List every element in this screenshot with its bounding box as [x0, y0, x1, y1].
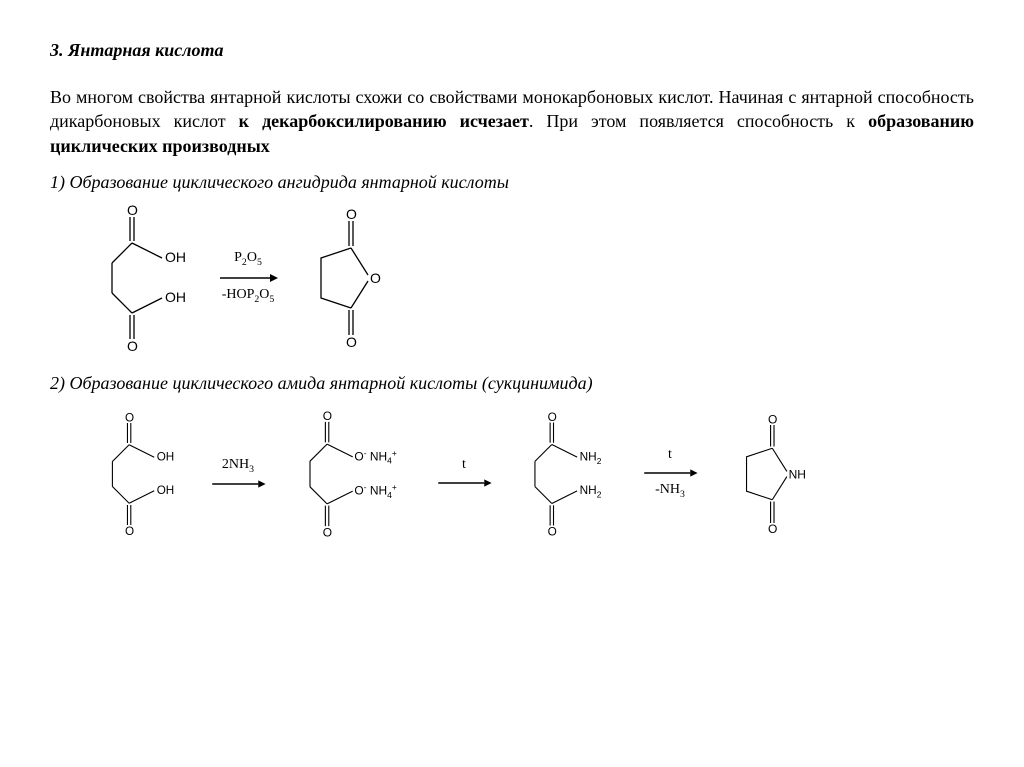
- arrow-icon: [218, 271, 278, 285]
- svg-text:O- NH4+: O- NH4+: [354, 448, 397, 466]
- arrow-above-label: t: [462, 457, 466, 474]
- arrow-icon: [210, 478, 265, 491]
- svg-text:O: O: [346, 334, 357, 350]
- arrow-below-label: -HOP2O5: [222, 287, 275, 306]
- section-title: 3. Янтарная кислота: [50, 40, 974, 61]
- svg-text:OH: OH: [165, 289, 186, 305]
- arrow-above-label: P2O5: [234, 250, 262, 269]
- reaction-2-arrow-1: 2NH3: [208, 457, 268, 492]
- arrow-icon: [436, 477, 491, 490]
- reaction-2: O OH OH O 2NH3 O O- NH4+ O- NH4+ O t: [90, 404, 974, 544]
- para-part-3: . При этом появляется способность к: [529, 111, 868, 131]
- arrow-icon: [642, 467, 697, 480]
- svg-text:NH2: NH2: [580, 483, 602, 499]
- molecule-succinic-acid: O OH OH O: [90, 203, 200, 353]
- svg-text:O: O: [127, 338, 138, 353]
- para-part-2: к декарбоксилированию исчезает: [239, 111, 529, 131]
- subheading-2: 2) Образование циклического амида янтарн…: [50, 373, 974, 394]
- svg-text:O: O: [323, 409, 332, 423]
- svg-text:O: O: [548, 410, 557, 424]
- svg-text:OH: OH: [157, 484, 175, 497]
- molecule-succinic-anhydride: O O O: [296, 203, 396, 353]
- svg-text:O: O: [346, 206, 357, 222]
- reaction-1-arrow: P2O5 -HOP2O5: [218, 250, 278, 305]
- svg-text:OH: OH: [165, 249, 186, 265]
- molecule-succinic-acid-2: O OH OH O: [94, 409, 186, 538]
- svg-text:O: O: [125, 411, 134, 424]
- svg-text:O: O: [768, 412, 777, 426]
- reaction-2-arrow-3: t -NH3: [640, 447, 700, 500]
- svg-text:O: O: [127, 203, 138, 218]
- svg-text:O: O: [323, 525, 332, 538]
- svg-text:O- NH4+: O- NH4+: [354, 482, 397, 500]
- arrow-above-label: 2NH3: [222, 457, 254, 476]
- arrow-below-label: -NH3: [655, 482, 685, 501]
- svg-text:OH: OH: [157, 451, 175, 464]
- svg-text:NH2: NH2: [580, 449, 602, 465]
- molecule-succinimide: O NH O: [722, 409, 814, 538]
- subheading-1: 1) Образование циклического ангидрида ян…: [50, 172, 974, 193]
- molecule-succinamide: O NH2 NH2 O: [516, 409, 617, 538]
- svg-text:O: O: [125, 525, 134, 538]
- molecule-ammonium-succinate: O O- NH4+ O- NH4+ O: [291, 409, 411, 538]
- svg-text:O: O: [370, 270, 381, 286]
- intro-paragraph: Во многом свойства янтарной кислоты схож…: [50, 85, 974, 158]
- svg-text:O: O: [548, 524, 557, 538]
- reaction-1: O OH OH O P2O5 -HOP2O5 O O O: [90, 203, 974, 353]
- svg-text:NH: NH: [789, 467, 806, 481]
- svg-text:O: O: [768, 522, 777, 536]
- arrow-above-label: t: [668, 447, 672, 464]
- reaction-2-arrow-2: t: [434, 457, 494, 490]
